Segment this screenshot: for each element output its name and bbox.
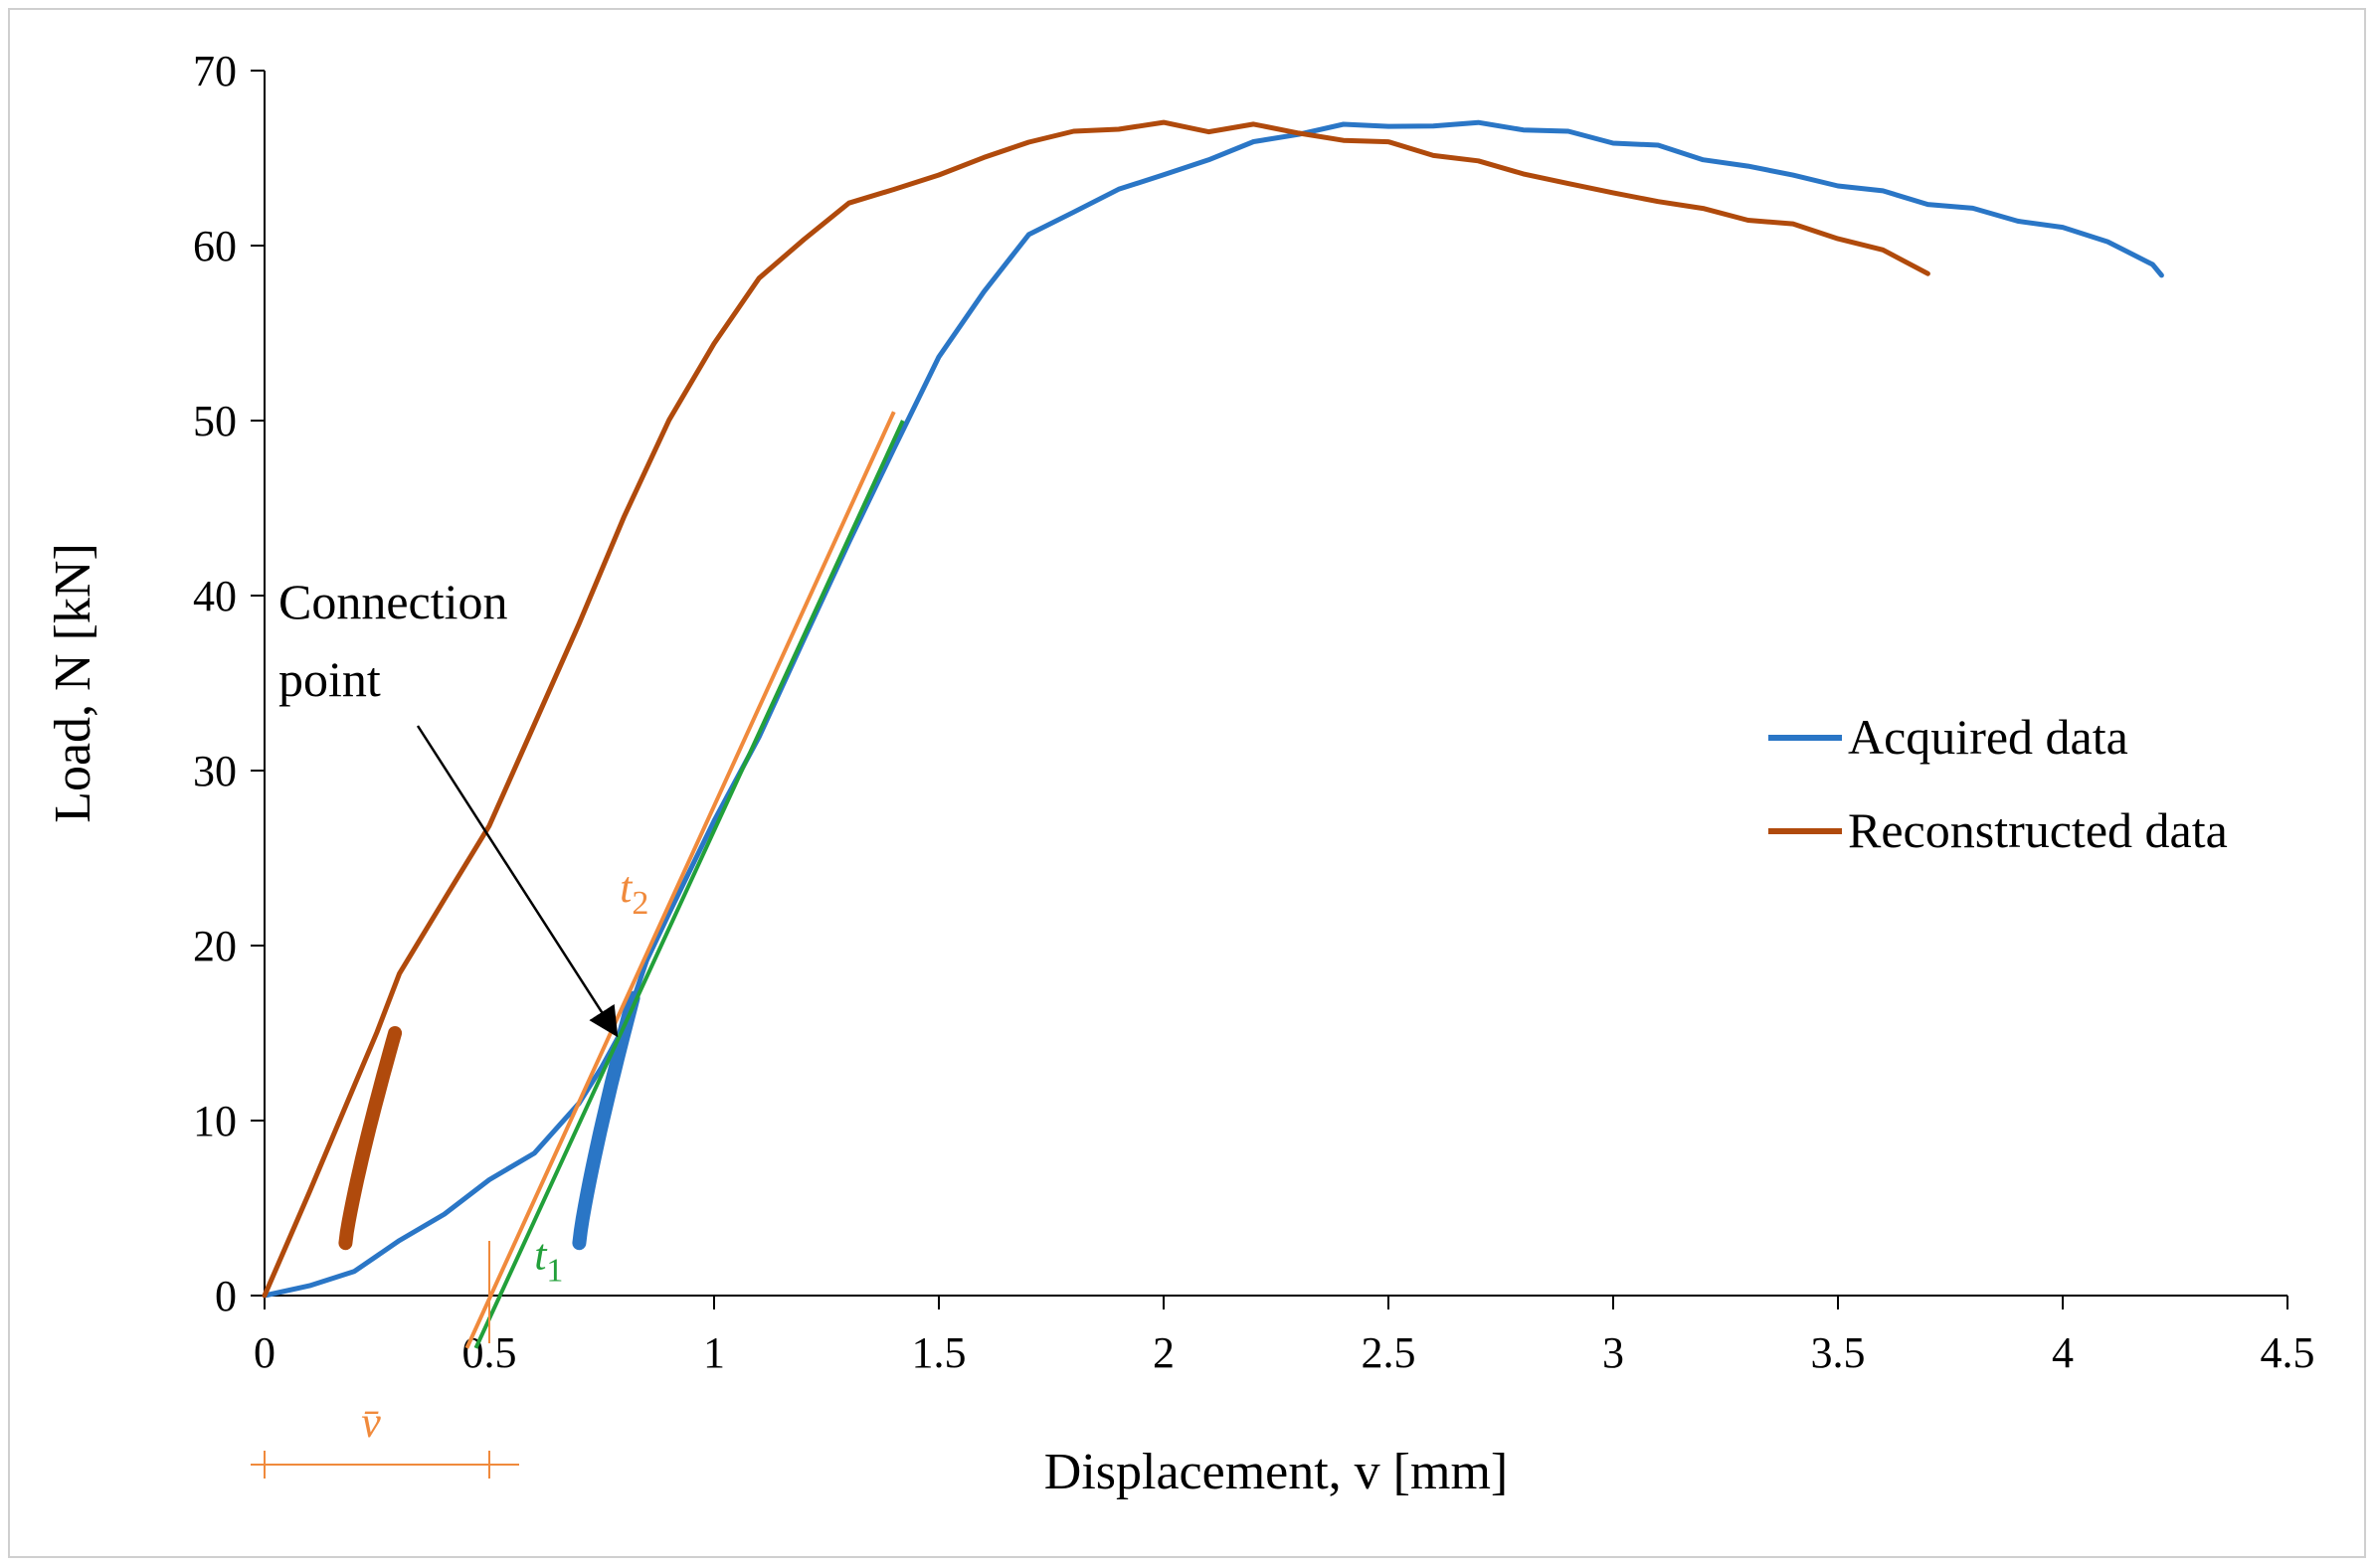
annotation-line-1: Connection [278,574,508,629]
series-line-reconstructed [262,119,1930,1299]
x-tick-label: 1.5 [912,1328,967,1377]
y-axis-title: Load, N [kN] [45,543,101,823]
series-line-acquired [262,119,2164,1299]
x-tick-label: 0 [254,1328,275,1377]
unloading-loop [338,1026,403,1251]
tangent-line-t2 [464,411,896,1349]
y-tick-label: 10 [193,1097,237,1145]
annotation-arrow [416,725,619,1038]
legend-label-acquired: Acquired data [1848,709,2128,765]
x-tick-label: 3.5 [1811,1328,1866,1377]
y-tick-label: 20 [193,922,237,970]
legend-label-reconstructed: Reconstructed data [1848,802,2228,858]
x-tick-label: 4.5 [2261,1328,2315,1377]
x-tick-label: 2 [1153,1328,1175,1377]
x-tick-label: 2.5 [1362,1328,1416,1377]
annotation-line-2: point [278,651,381,707]
x-tick-label: 4 [2052,1328,2074,1377]
y-tick-label: 0 [215,1272,237,1320]
tangent-label-t2: t2 [620,863,648,922]
unloading-loop [572,990,640,1251]
y-tick-label: 50 [193,397,237,445]
y-tick-label: 30 [193,747,237,795]
tangent-label-t1: t1 [534,1231,563,1290]
offset-label: v̄ [361,1398,381,1447]
y-tick-label: 60 [193,222,237,270]
x-tick-label: 3 [1602,1328,1624,1377]
y-tick-label: 70 [193,47,237,95]
x-axis-title: Displacement, v [mm] [1044,1444,1508,1500]
figure-frame: 0 0.5 1 1.5 2 2.5 3 3.5 4 4.5 0 10 20 30 40 50 60 70 t1 t2… [8,8,2366,1558]
tangent-line-t1 [473,420,905,1349]
x-tick-label: 1 [703,1328,725,1377]
y-tick-label: 40 [193,572,237,620]
